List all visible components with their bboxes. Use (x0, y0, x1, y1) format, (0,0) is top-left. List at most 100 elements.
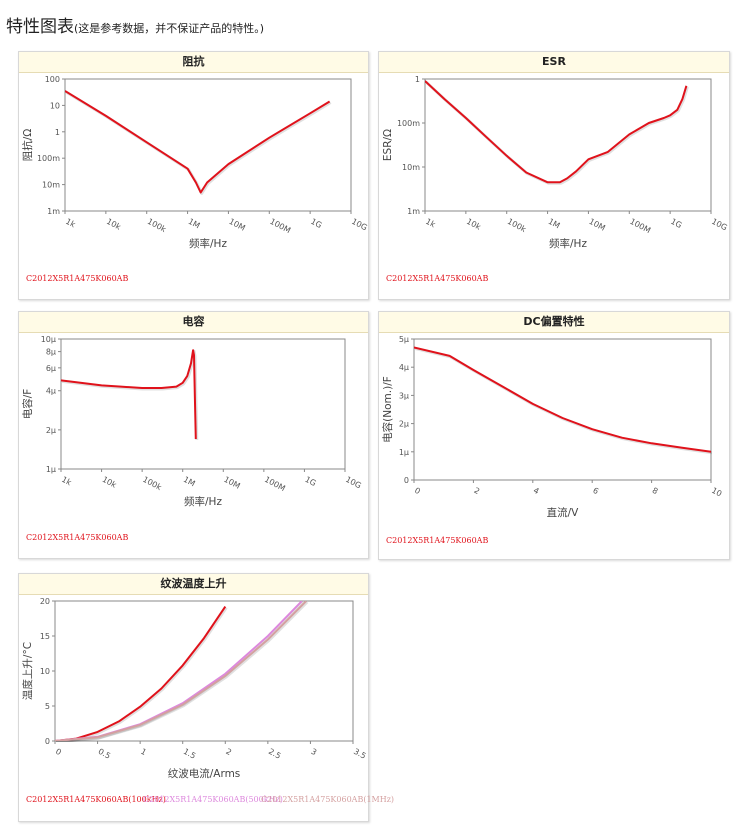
x-tick-label: 3 (309, 747, 318, 757)
x-tick-label: 0 (54, 747, 63, 757)
chart-title: 电容 (19, 312, 368, 333)
plot-area (60, 338, 346, 470)
y-tick-label: 4μ (399, 363, 409, 372)
page-title-text: 特性图表 (6, 17, 74, 37)
legend-entry: C2012X5R1A475K060AB (26, 533, 129, 542)
series-line (425, 80, 688, 184)
legend-entry: C2012X5R1A475K060AB (386, 536, 489, 545)
x-axis-title: 频率/Hz (184, 495, 222, 508)
x-tick-label: 1M (187, 217, 202, 231)
y-tick-label: 10μ (41, 335, 56, 344)
x-tick-label: 100M (628, 217, 652, 235)
legend-entry: C2012X5R1A475K060AB(100kHz) (26, 795, 166, 804)
x-tick-label: 10 (710, 486, 723, 499)
y-tick-label: 5μ (399, 335, 409, 344)
series-line (55, 606, 227, 741)
chart-title: 纹波温度上升 (19, 574, 368, 595)
x-axis-title: 直流/V (547, 506, 580, 519)
x-tick-label: 1G (303, 475, 317, 488)
x-tick-label: 1G (309, 217, 323, 230)
x-tick-label: 1k (64, 217, 77, 230)
x-tick-label: 2.5 (267, 747, 282, 761)
x-tick-label: 3.5 (352, 747, 367, 761)
y-tick-label: 1 (415, 75, 420, 84)
x-tick-label: 6 (591, 486, 600, 496)
y-tick-label: 100 (45, 75, 60, 84)
y-tick-label: 10 (50, 101, 60, 110)
x-tick-label: 0 (413, 486, 422, 496)
impedance-chart: 1k 10k 100k 1M 10M 100M 1G 10G 1m 10m 100m 1 10 100 频率… (21, 75, 368, 250)
x-tick-label: 4 (532, 486, 541, 496)
x-axis-title: 纹波电流/Arms (168, 767, 241, 780)
y-tick-label: 5 (45, 702, 50, 711)
series-line (414, 346, 711, 453)
legend-entry: C2012X5R1A475K060AB (26, 274, 129, 283)
x-tick-label: 10G (710, 217, 729, 233)
series-line (55, 601, 307, 741)
y-axis-title: 电容(Nom.)/F (381, 376, 394, 443)
chart-title: ESR (379, 52, 729, 73)
esr-chart-panel: ESR 1k 10k 100k 1M 10M 100M 1G 10G 1m 10m 100m 1 频率/… (378, 51, 730, 300)
x-tick-label: 1.5 (182, 747, 197, 761)
esr-chart: 1k 10k 100k 1M 10M 100M 1G 10G 1m 10m 100m 1 频率/Hz ES… (382, 75, 729, 250)
y-tick-label: 2μ (46, 426, 56, 435)
y-tick-label: 100m (37, 154, 60, 163)
x-tick-label: 10M (587, 217, 606, 233)
y-axis-title: 阻抗/Ω (21, 129, 34, 162)
ripple-temperature-chart-panel: 纹波温度上升 0 0.5 1 1.5 2 2.5 3 3.5 0 5 10 15 20 纹波电流/Arms… (18, 573, 394, 822)
x-tick-label: 1M (547, 217, 562, 231)
dc-bias-chart-panel: DC偏置特性 0 2 4 6 8 10 0 1μ 2μ 3μ 4μ 5μ 直流/V 电容(Nom.)/F … (378, 311, 730, 560)
y-tick-label: 1m (47, 207, 60, 216)
x-axis-title: 频率/Hz (189, 237, 227, 250)
chart-title: 阻抗 (19, 52, 368, 73)
x-tick-label: 10k (101, 475, 119, 490)
x-axis-title: 频率/Hz (549, 237, 587, 250)
x-tick-label: 1k (60, 475, 73, 488)
x-tick-label: 10k (465, 217, 483, 232)
x-tick-label: 10k (105, 217, 123, 232)
plot-area (413, 338, 712, 481)
plot-area (424, 78, 712, 212)
x-tick-label: 1k (424, 217, 437, 230)
x-tick-label: 1M (182, 475, 197, 489)
y-tick-label: 0 (404, 476, 409, 485)
y-axis-title: 温度上升/°C (21, 642, 34, 700)
series-line (65, 90, 331, 194)
plot-area (64, 78, 352, 212)
y-axis-title: ESR/Ω (382, 129, 394, 161)
y-tick-label: 10m (402, 163, 420, 172)
impedance-chart-panel: 阻抗 1k 10k 100k 1M 10M 100M 1G 10G 1m 10m 100m 1 10 10… (18, 51, 369, 300)
y-tick-label: 1 (55, 128, 60, 137)
x-tick-label: 100k (506, 217, 528, 234)
y-tick-label: 0 (45, 737, 50, 746)
series-shadow (56, 602, 309, 742)
x-tick-label: 100M (268, 217, 292, 235)
x-tick-label: 100M (263, 475, 287, 493)
x-tick-label: 1 (139, 747, 148, 757)
plot-area (54, 600, 354, 742)
y-tick-label: 20 (40, 597, 50, 606)
series-line (61, 349, 197, 440)
chart-title: DC偏置特性 (379, 312, 729, 333)
x-tick-label: 10M (227, 217, 246, 233)
legend-entry: C2012X5R1A475K060AB(500kHz) (143, 795, 283, 804)
x-tick-label: 10G (350, 217, 368, 233)
x-tick-label: 10M (222, 475, 241, 491)
y-tick-label: 1μ (399, 448, 409, 457)
y-tick-label: 8μ (46, 348, 56, 357)
y-tick-label: 1m (407, 207, 420, 216)
x-tick-label: 100k (141, 475, 163, 492)
y-tick-label: 6μ (46, 364, 56, 373)
legend-entry: C2012X5R1A475K060AB(1MHz) (261, 795, 395, 804)
x-tick-label: 2 (472, 486, 481, 496)
x-tick-label: 2 (224, 747, 233, 757)
y-tick-label: 2μ (399, 420, 409, 429)
x-tick-label: 0.5 (97, 747, 112, 761)
y-tick-label: 10 (40, 667, 50, 676)
capacitance-chart: 1k 10k 100k 1M 10M 100M 1G 10G 1μ 2μ 4μ 6μ 8μ 10μ 频率/H… (21, 335, 363, 508)
y-tick-label: 100m (397, 119, 420, 128)
ripple-temperature-chart: 0 0.5 1 1.5 2 2.5 3 3.5 0 5 10 15 20 纹波电流/Arms 温度上升/°C (21, 597, 368, 780)
y-tick-label: 15 (40, 632, 50, 641)
legend-entry: C2012X5R1A475K060AB (386, 274, 489, 283)
y-tick-label: 10m (42, 181, 60, 190)
